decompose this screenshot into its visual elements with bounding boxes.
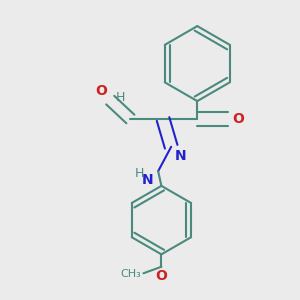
Text: O: O bbox=[232, 112, 244, 126]
Text: H: H bbox=[116, 91, 125, 104]
Text: O: O bbox=[95, 85, 107, 98]
Text: N: N bbox=[175, 149, 187, 163]
Text: H: H bbox=[135, 167, 144, 180]
Text: N: N bbox=[142, 173, 153, 187]
Text: O: O bbox=[155, 269, 167, 283]
Text: CH₃: CH₃ bbox=[120, 269, 141, 279]
